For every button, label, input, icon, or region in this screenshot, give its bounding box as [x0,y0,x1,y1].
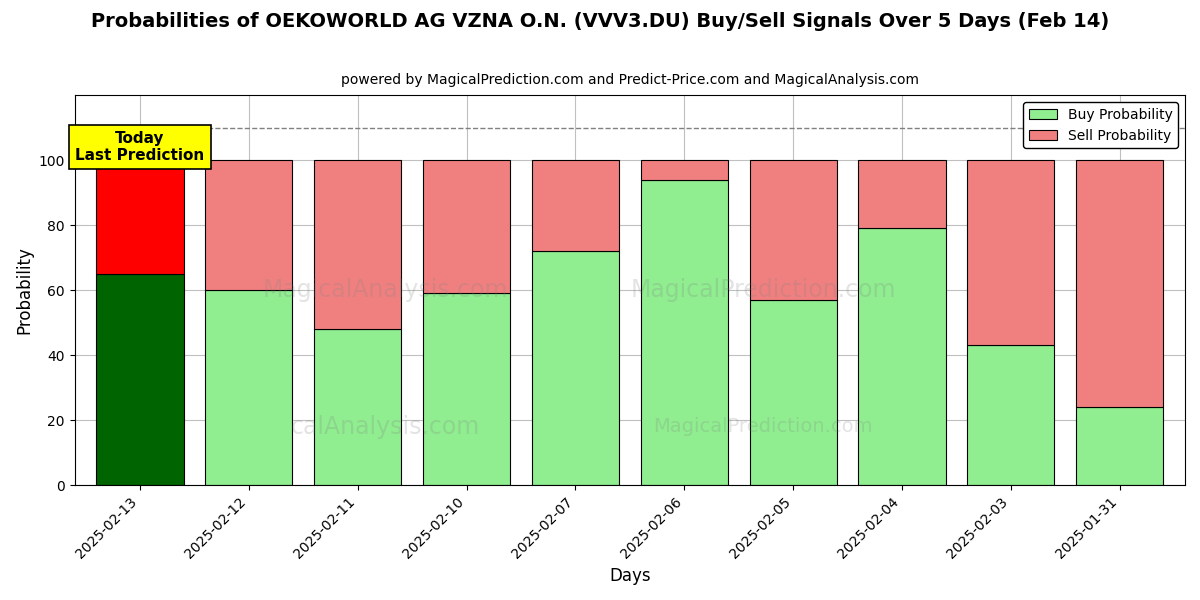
Bar [96,274,184,485]
Bar [205,160,293,290]
Bar [205,290,293,485]
Bar [1076,160,1163,407]
Text: Probabilities of OEKOWORLD AG VZNA O.N. (VVV3.DU) Buy/Sell Signals Over 5 Days (: Probabilities of OEKOWORLD AG VZNA O.N. … [91,12,1109,31]
Text: MagicalPrediction.com: MagicalPrediction.com [630,278,896,302]
Text: calAnalysis.com: calAnalysis.com [290,415,480,439]
Bar [641,179,727,485]
Bar [858,229,946,485]
Bar [422,293,510,485]
Bar [532,160,619,251]
Bar [314,329,401,485]
Bar [641,160,727,179]
Legend: Buy Probability, Sell Probability: Buy Probability, Sell Probability [1024,102,1178,148]
X-axis label: Days: Days [610,567,650,585]
Text: MagicalPrediction.com: MagicalPrediction.com [653,417,872,436]
Bar [750,300,836,485]
Bar [750,160,836,300]
Bar [967,160,1055,346]
Title: powered by MagicalPrediction.com and Predict-Price.com and MagicalAnalysis.com: powered by MagicalPrediction.com and Pre… [341,73,919,87]
Bar [1076,407,1163,485]
Text: Today
Last Prediction: Today Last Prediction [76,131,204,163]
Bar [532,251,619,485]
Bar [96,160,184,274]
Bar [858,160,946,229]
Bar [422,160,510,293]
Bar [314,160,401,329]
Text: MagicalAnalysis.com: MagicalAnalysis.com [263,278,509,302]
Y-axis label: Probability: Probability [16,246,34,334]
Bar [967,346,1055,485]
